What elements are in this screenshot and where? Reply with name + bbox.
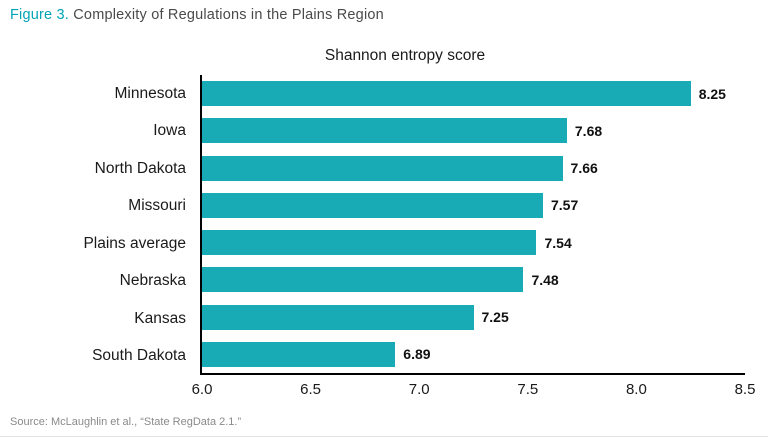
bar-row: 7.54 (202, 224, 745, 261)
bar-row: 7.68 (202, 112, 745, 149)
category-labels: Minnesota Iowa North Dakota Missouri Plains … (10, 75, 200, 375)
bar-row: 7.66 (202, 150, 745, 187)
bar-row: 6.89 (202, 336, 745, 373)
bar (202, 118, 567, 144)
category-label: Iowa (153, 122, 186, 140)
bar-row: 7.48 (202, 261, 745, 298)
figure-number: Figure 3. (10, 7, 70, 23)
bar-value-label: 7.66 (570, 160, 598, 177)
bar-value-label: 8.25 (698, 85, 726, 102)
x-axis-ticks: 6.0 6.5 7.0 7.5 8.0 8.5 (192, 381, 756, 399)
category-label: Missouri (128, 197, 186, 215)
bar-value-label: 7.68 (574, 122, 603, 139)
bar (202, 192, 543, 218)
bar-row: 7.25 (202, 299, 745, 336)
bar-row: 8.25 (202, 75, 745, 112)
x-tick-label: 7.0 (408, 381, 430, 398)
bar-value-label: 7.57 (551, 197, 579, 214)
chart-title: Shannon entropy score (324, 47, 486, 64)
category-label: Minnesota (114, 84, 186, 102)
bar (202, 155, 563, 181)
category-label: South Dakota (92, 347, 186, 365)
figure-header: Figure 3. Complexity of Regulations in t… (10, 7, 384, 23)
x-tick-label: 6.0 (191, 381, 213, 398)
category-label: Nebraska (119, 272, 186, 290)
plot-area: 8.25 7.68 7.66 7.57 7.54 7.48 7.25 6.89 (200, 75, 745, 375)
bar-row: 7.57 (202, 187, 745, 224)
bar-value-label: 7.25 (481, 309, 509, 326)
x-tick-label: 8.0 (625, 381, 647, 398)
x-tick-label: 8.5 (734, 381, 756, 398)
figure-title: Complexity of Regulations in the Plains … (69, 7, 384, 23)
bar (202, 230, 537, 256)
bar-value-label: 7.48 (531, 271, 559, 288)
bar (202, 81, 691, 107)
x-tick-label: 7.5 (517, 381, 539, 398)
category-label: North Dakota (94, 159, 186, 177)
category-label: Kansas (134, 309, 186, 327)
x-tick-label: 6.5 (300, 381, 322, 398)
bar (202, 341, 396, 367)
chart-body: Minnesota Iowa North Dakota Missouri Plains … (10, 75, 745, 375)
bar (202, 267, 524, 293)
bar-value-label: 7.54 (544, 234, 572, 251)
bar-value-label: 6.89 (403, 346, 431, 363)
source-note: Source: McLaughlin et al., “State RegDat… (10, 416, 242, 428)
bar (202, 304, 474, 330)
category-label: Plains average (83, 234, 186, 252)
